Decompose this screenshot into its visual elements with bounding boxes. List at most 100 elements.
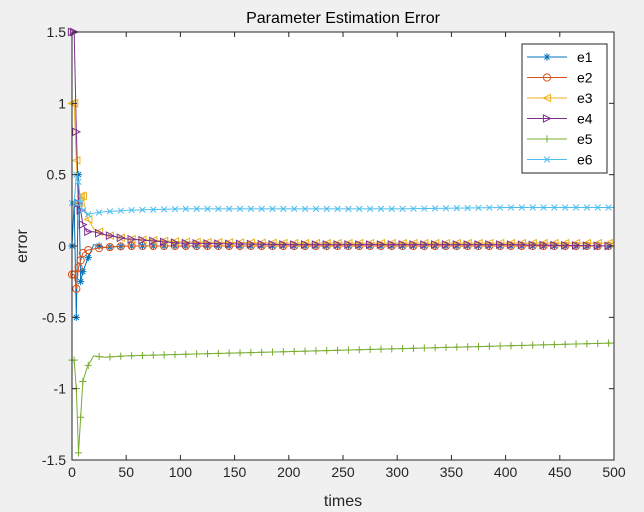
data-point-e1 xyxy=(84,254,92,262)
data-point-e6 xyxy=(356,205,363,213)
x-tick-label: 400 xyxy=(494,464,518,480)
data-point-e3 xyxy=(75,191,85,201)
legend-label-e5: e5 xyxy=(577,131,593,147)
data-point-e3 xyxy=(582,238,591,248)
data-point-e6 xyxy=(171,205,179,213)
data-point-e6 xyxy=(323,205,330,213)
legend-marker-e2 xyxy=(542,73,552,82)
data-point-e4 xyxy=(257,239,267,249)
data-point-e6 xyxy=(561,204,569,211)
data-point-e5 xyxy=(474,342,483,351)
data-point-e5 xyxy=(79,377,87,386)
y-tick-label: 0 xyxy=(58,238,66,254)
data-point-e5 xyxy=(193,350,201,358)
legend-marker-e6 xyxy=(543,156,551,163)
data-point-e6 xyxy=(421,205,428,212)
x-tick-label: 350 xyxy=(440,464,464,480)
data-point-e3 xyxy=(593,238,602,248)
x-tick-label: 150 xyxy=(223,464,247,480)
y-axis-label: error xyxy=(14,228,31,262)
data-point-e4 xyxy=(420,240,430,249)
data-point-e5 xyxy=(453,343,461,351)
data-point-e6 xyxy=(442,205,450,212)
data-point-e6 xyxy=(106,208,114,215)
data-point-e6 xyxy=(128,206,135,214)
x-tick-label: 250 xyxy=(331,464,355,480)
data-point-e3 xyxy=(71,155,81,165)
data-point-e6 xyxy=(182,205,190,213)
data-point-e6 xyxy=(334,205,341,213)
legend-marker-e5 xyxy=(543,135,551,143)
y-tick-label: 0.5 xyxy=(47,167,67,183)
data-point-e4 xyxy=(322,240,332,249)
data-point-e4 xyxy=(582,241,592,251)
legend-label-e6: e6 xyxy=(577,152,593,168)
data-point-e4 xyxy=(138,235,148,245)
y-tick-label: -0.5 xyxy=(42,309,66,325)
data-point-e6 xyxy=(75,178,82,186)
data-point-e5 xyxy=(344,346,353,354)
data-point-e5 xyxy=(225,349,233,357)
data-point-e1 xyxy=(79,268,87,276)
data-point-e4 xyxy=(474,240,484,249)
data-point-e5 xyxy=(268,348,277,356)
data-point-e5 xyxy=(301,347,309,355)
data-point-e4 xyxy=(387,240,397,249)
data-point-e6 xyxy=(551,204,558,211)
data-point-e4 xyxy=(398,240,408,249)
data-point-e5 xyxy=(561,340,569,348)
data-point-e6 xyxy=(139,206,146,214)
data-point-e5 xyxy=(74,449,83,457)
legend-marker-e4 xyxy=(542,114,552,123)
data-point-e5 xyxy=(149,351,157,359)
data-point-e4 xyxy=(550,240,560,250)
data-point-e5 xyxy=(583,340,591,348)
y-tick-label: -1.5 xyxy=(42,452,66,468)
data-point-e5 xyxy=(431,344,439,352)
data-point-e5 xyxy=(258,348,266,356)
data-point-e4 xyxy=(203,239,213,248)
data-point-e6 xyxy=(160,206,168,213)
x-tick-label: 500 xyxy=(602,464,626,480)
data-point-e2 xyxy=(72,284,81,293)
data-point-e6 xyxy=(594,204,601,211)
data-point-e5 xyxy=(77,413,85,421)
legend-label-e2: e2 xyxy=(577,70,593,86)
data-point-e6 xyxy=(193,205,200,213)
data-point-e4 xyxy=(116,233,126,243)
data-point-e5 xyxy=(604,339,613,347)
data-point-e4 xyxy=(539,240,549,250)
data-point-e6 xyxy=(290,205,298,213)
data-point-e5 xyxy=(236,349,244,357)
data-point-e1 xyxy=(77,278,85,286)
data-point-e3 xyxy=(148,235,158,245)
data-point-e6 xyxy=(496,204,504,211)
data-point-e4 xyxy=(311,240,321,249)
data-point-e4 xyxy=(181,238,191,248)
data-point-e4 xyxy=(355,240,364,249)
data-point-e4 xyxy=(160,237,169,247)
legend-marker-e3 xyxy=(542,93,552,103)
x-tick-label: 300 xyxy=(386,464,410,480)
data-point-e4 xyxy=(463,240,473,249)
data-point-e5 xyxy=(572,340,580,348)
data-point-e2 xyxy=(95,244,104,253)
data-point-e4 xyxy=(376,240,386,249)
data-point-e4 xyxy=(246,239,256,249)
data-point-e5 xyxy=(160,351,168,359)
data-point-e2 xyxy=(70,270,79,279)
legend: e1 e2 e3 e4 e5 e6 xyxy=(521,43,608,174)
data-point-e4 xyxy=(561,240,570,250)
data-point-e2 xyxy=(74,263,83,272)
data-point-e5 xyxy=(290,347,298,356)
data-point-e4 xyxy=(528,240,538,250)
data-point-e5 xyxy=(420,344,428,352)
data-point-e4 xyxy=(604,241,614,251)
data-point-e4 xyxy=(344,240,354,249)
data-point-e4 xyxy=(571,241,581,250)
data-point-e6 xyxy=(431,205,439,212)
data-point-e6 xyxy=(150,206,157,213)
data-point-e4 xyxy=(517,240,527,250)
axis-ticks: 0 50 100 150 200 250 300 350 400 450 500 -1.5 -1 -0.5… xyxy=(42,24,626,480)
data-point-e4 xyxy=(485,240,495,249)
